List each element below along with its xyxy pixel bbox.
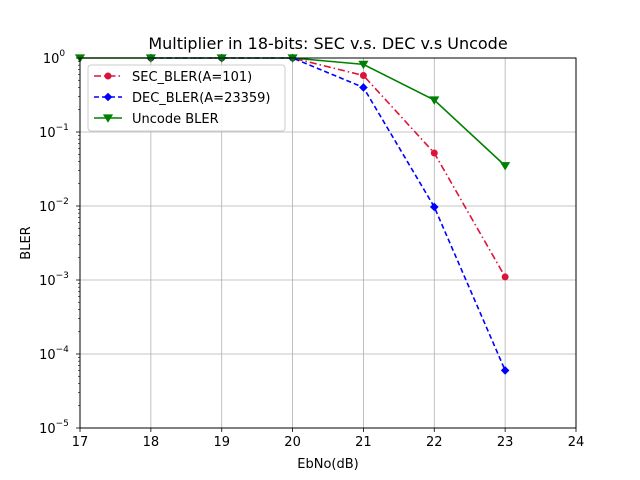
x-tick-label: 20 xyxy=(284,435,301,450)
x-tick-label: 22 xyxy=(426,435,443,450)
legend-box xyxy=(87,64,286,132)
data-point xyxy=(429,96,440,105)
legend-entry: SEC_BLER(A=101) xyxy=(94,70,252,85)
x-tick-label: 21 xyxy=(355,435,372,450)
data-point xyxy=(359,83,368,92)
legend-entry: DEC_BLER(A=23359) xyxy=(94,91,271,106)
legend-label: SEC_BLER(A=101) xyxy=(132,70,252,85)
y-tick-base: 10 xyxy=(39,126,56,141)
y-tick-base: 10 xyxy=(39,348,56,363)
x-tick-label: 23 xyxy=(497,435,514,450)
legend-swatch-marker xyxy=(102,114,114,123)
y-tick-exponent: −4 xyxy=(56,345,70,355)
y-tick-exponent: 0 xyxy=(59,49,65,59)
legend-label: Uncode BLER xyxy=(132,112,219,127)
y-tick-label: 10−1 xyxy=(39,123,69,141)
data-point xyxy=(430,149,438,157)
legend-swatch-marker xyxy=(104,72,112,80)
data-point xyxy=(359,72,367,80)
y-tick-label: 10−4 xyxy=(39,345,69,363)
y-tick-exponent: −1 xyxy=(56,123,69,133)
data-point xyxy=(429,202,439,212)
x-axis-label: EbNo(dB) xyxy=(297,457,358,472)
x-tick-label: 24 xyxy=(568,435,585,450)
x-tick-label: 17 xyxy=(72,435,89,450)
y-tick-exponent: −5 xyxy=(56,419,69,429)
x-tick-label: 19 xyxy=(213,435,230,450)
plot-frame xyxy=(79,57,577,429)
legend-entry: Uncode BLER xyxy=(94,112,219,127)
data-point xyxy=(358,60,369,70)
data-point xyxy=(501,273,509,281)
y-tick-label: 100 xyxy=(43,49,66,67)
y-tick-label: 10−2 xyxy=(39,197,69,215)
data-point xyxy=(500,366,510,375)
y-tick-base: 10 xyxy=(39,274,56,289)
chart-title: Multiplier in 18-bits: SEC v.s. DEC v.s … xyxy=(148,34,507,53)
legend: SEC_BLER(A=101) DEC_BLER(A=23359) Uncode B… xyxy=(87,64,286,132)
y-tick-base: 10 xyxy=(39,422,56,437)
y-tick-exponent: −3 xyxy=(56,271,69,281)
data-point xyxy=(500,162,511,171)
y-axis-label: BLER xyxy=(19,226,34,259)
y-tick-base: 10 xyxy=(39,200,56,215)
x-tick-label: 18 xyxy=(143,435,160,450)
y-tick-exponent: −2 xyxy=(56,197,69,207)
y-tick-label: 10−5 xyxy=(39,419,69,437)
legend-swatch-marker xyxy=(103,92,113,102)
y-tick-base: 10 xyxy=(43,52,60,67)
y-tick-label: 10−3 xyxy=(39,271,69,289)
legend-label: DEC_BLER(A=23359) xyxy=(132,91,271,106)
